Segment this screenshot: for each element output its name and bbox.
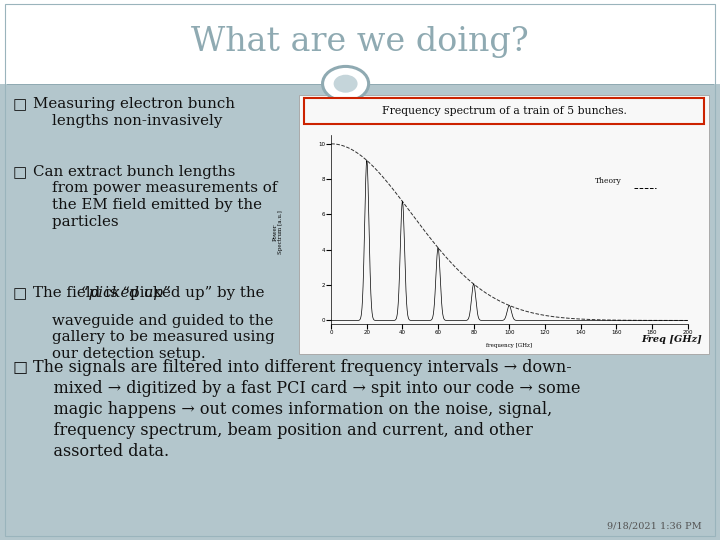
Text: The field is “picked up” by the: The field is “picked up” by the <box>33 286 265 300</box>
Text: Power
Spectrum [a.u.]: Power Spectrum [a.u.] <box>272 210 283 254</box>
Text: What are we doing?: What are we doing? <box>191 26 529 58</box>
Circle shape <box>323 66 369 101</box>
Bar <box>0 84 720 540</box>
Text: 9/18/2021 1:36 PM: 9/18/2021 1:36 PM <box>607 521 702 530</box>
Text: Measuring electron bunch
    lengths non-invasively: Measuring electron bunch lengths non-inv… <box>33 97 235 128</box>
Text: Can extract bunch lengths
    from power measurements of
    the EM field emitte: Can extract bunch lengths from power mea… <box>33 165 277 229</box>
Text: waveguide and guided to the
    gallery to be measured using
    our detection s: waveguide and guided to the gallery to b… <box>33 314 275 361</box>
Text: Freq [GHz]: Freq [GHz] <box>642 335 702 344</box>
Text: □: □ <box>13 97 27 112</box>
Bar <box>304 98 704 124</box>
Circle shape <box>333 75 358 93</box>
Text: □: □ <box>13 165 27 180</box>
Text: frequency [GHz]: frequency [GHz] <box>487 343 532 348</box>
Bar <box>0 0 720 84</box>
Text: □: □ <box>13 359 28 374</box>
Text: The signals are filtered into different frequency intervals → down-
    mixed → : The signals are filtered into different … <box>33 359 580 460</box>
Text: “picked up”: “picked up” <box>81 286 171 300</box>
Bar <box>299 94 709 354</box>
Text: □: □ <box>13 286 27 301</box>
Text: Theory: Theory <box>595 177 621 185</box>
Text: Frequency spectrum of a train of 5 bunches.: Frequency spectrum of a train of 5 bunch… <box>382 106 626 116</box>
